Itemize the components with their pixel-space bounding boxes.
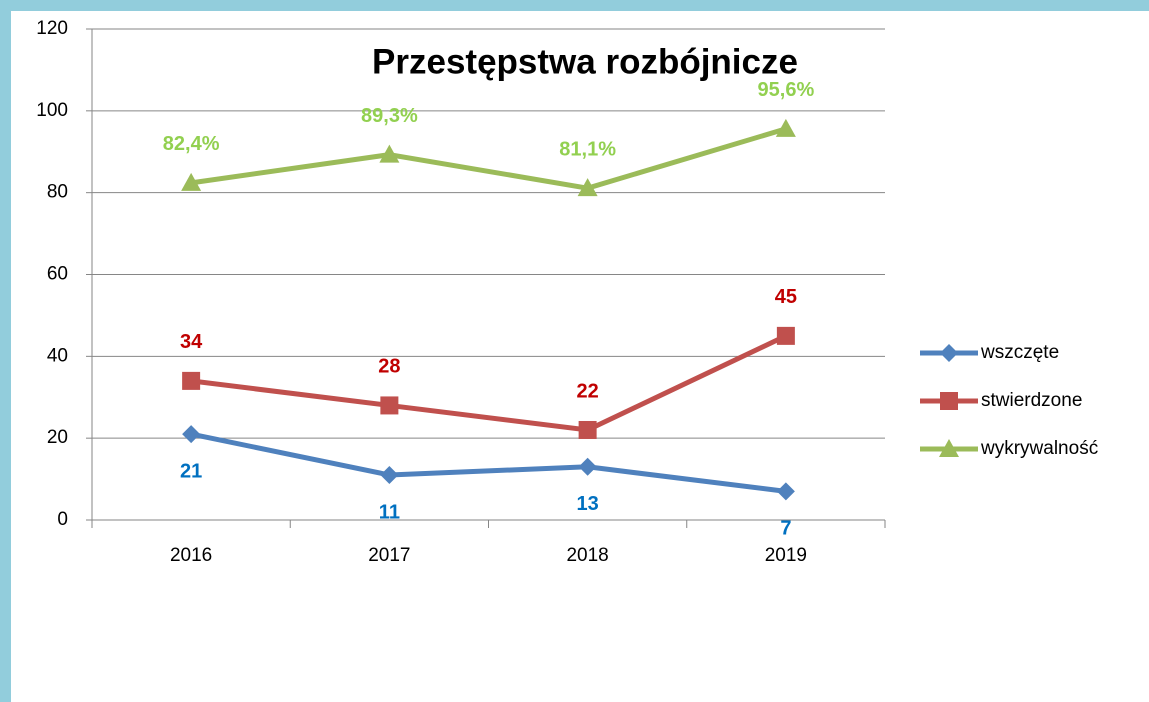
marker (182, 371, 201, 390)
y-tick-label: 120 (36, 18, 68, 39)
marker (776, 482, 795, 501)
marker (380, 396, 399, 415)
chart-title: Przestępstwa rozbójnicze (372, 42, 798, 81)
legend-label: wykrywalność (980, 438, 1098, 459)
data-label: 11 (379, 501, 400, 523)
x-tick-label: 2018 (566, 545, 608, 566)
legend-label: wszczęte (980, 342, 1059, 363)
x-tick-label: 2016 (170, 545, 212, 566)
series-line (190, 126, 787, 191)
legend-label: stwierdzone (981, 390, 1082, 411)
marker (379, 144, 400, 163)
frame-left (0, 0, 11, 702)
y-tick-label: 100 (36, 100, 68, 121)
data-label: 21 (180, 460, 202, 482)
marker (182, 425, 201, 444)
series-line (190, 333, 787, 433)
marker (181, 172, 202, 191)
data-label: 95,6% (758, 79, 815, 101)
y-tick-label: 80 (47, 182, 68, 203)
data-label: 34 (180, 331, 203, 353)
marker (939, 439, 959, 457)
data-label: 82,4% (163, 133, 220, 155)
data-label: 89,3% (361, 105, 418, 127)
data-label: 81,1% (559, 138, 616, 160)
x-tick-label: 2019 (765, 545, 807, 566)
y-tick-label: 40 (47, 345, 68, 366)
marker (578, 457, 597, 476)
marker (380, 465, 399, 484)
marker (940, 392, 958, 410)
marker (578, 420, 597, 439)
data-label: 28 (378, 356, 400, 378)
x-tick-label: 2017 (368, 545, 410, 566)
y-tick-label: 0 (57, 509, 68, 530)
data-label: 7 (780, 518, 791, 540)
data-label: 45 (775, 286, 797, 308)
series-line (190, 431, 787, 494)
y-tick-label: 60 (47, 264, 68, 285)
marker (775, 118, 796, 137)
marker (940, 344, 958, 362)
frame-top (0, 0, 1149, 11)
y-tick-label: 20 (47, 427, 68, 448)
marker (776, 326, 795, 345)
data-label: 13 (577, 493, 599, 515)
marker (577, 178, 598, 197)
data-label: 22 (577, 380, 599, 402)
